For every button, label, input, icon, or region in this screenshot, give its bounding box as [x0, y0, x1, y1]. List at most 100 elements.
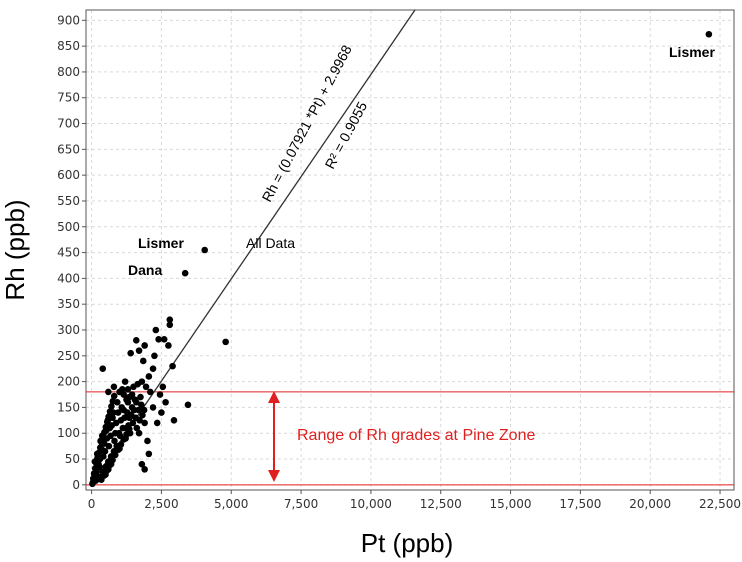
scatter-point [136, 417, 143, 424]
scatter-point [135, 429, 143, 437]
scatter-point [103, 418, 111, 426]
scatter-point [135, 347, 143, 354]
x-tick-label: 10,000 [350, 497, 392, 511]
y-tick-label: 750 [57, 91, 80, 105]
scatter-point [96, 444, 104, 451]
y-tick-label: 450 [57, 246, 80, 260]
x-tick-label: 12,500 [420, 497, 462, 511]
y-tick-label: 600 [57, 168, 80, 182]
plot-area-border [85, 9, 735, 491]
scatter-point [140, 406, 148, 414]
scatter-point [165, 342, 172, 349]
scatter-point [109, 456, 116, 464]
scatter-point [90, 470, 98, 477]
scatter-point [120, 391, 128, 398]
scatter-point [119, 386, 126, 393]
y-tick-label: 0 [72, 478, 80, 492]
annotation-all-data: All Data [246, 235, 295, 251]
y-tick-label: 350 [57, 297, 80, 311]
y-tick-label: 400 [57, 271, 80, 285]
range-lines [86, 391, 734, 486]
scatter-point [138, 460, 146, 468]
y-tick-label: 800 [57, 65, 80, 79]
x-tick-label: 15,000 [490, 497, 532, 511]
scatter-point [114, 409, 122, 416]
scatter-point [105, 388, 112, 396]
scatter-point [112, 451, 119, 459]
y-tick-label: 650 [57, 142, 80, 156]
scatter-point [120, 436, 128, 443]
x-tick-label: 7,500 [284, 497, 318, 511]
scatter-point [166, 321, 174, 329]
scatter-point [121, 414, 128, 422]
scatter-point [132, 398, 140, 406]
y-tick-label: 850 [57, 39, 80, 53]
x-tick-label: 22,500 [699, 497, 741, 511]
y-tick-label: 250 [57, 349, 80, 363]
scatter-point [93, 459, 100, 467]
scatter-point [184, 401, 192, 409]
scatter-point [102, 423, 110, 431]
y-tick-label: 550 [57, 194, 80, 208]
scatter-point [107, 432, 114, 440]
scatter-point [142, 383, 150, 391]
scatter-point [95, 449, 103, 457]
scatter-point [110, 383, 118, 391]
y-axis-title: Rh (ppb) [0, 199, 30, 300]
scatter-point [101, 428, 108, 436]
scatter-point [129, 419, 137, 427]
x-tick-label: 0 [88, 497, 96, 511]
scatter-point [123, 396, 130, 403]
scatter-point [114, 446, 122, 454]
scatter-point [166, 316, 174, 323]
y-axis-ticks: 0 50 100 150 200 250 300 350 400 450 500 550 600 650 7… [57, 13, 86, 492]
scatter-point [103, 467, 111, 474]
scatter-point [124, 386, 132, 393]
x-tick-label: 17,500 [559, 497, 601, 511]
scatter-point [106, 461, 114, 469]
scatter-point [94, 454, 101, 462]
scatter-point [156, 391, 164, 398]
scatter-point [141, 342, 148, 349]
x-tick-label: 5,000 [214, 497, 248, 511]
y-tick-label: 700 [57, 117, 80, 131]
scatter-point [155, 335, 162, 343]
scatter-point [100, 472, 108, 479]
scatter-point [121, 378, 129, 385]
scatter-point [169, 362, 176, 370]
scatter-point [152, 326, 160, 334]
scatter-point [201, 246, 209, 254]
x-tick-label: 2,500 [144, 497, 178, 511]
scatter-point [141, 419, 148, 427]
scatter-point [145, 450, 153, 458]
y-tick-label: 900 [57, 13, 80, 27]
y-tick-label: 200 [57, 375, 80, 389]
scatter-point [181, 269, 189, 277]
scatter-point [162, 398, 169, 406]
scatter-point [106, 408, 114, 415]
scatter-point [170, 417, 178, 424]
scatter-point [112, 419, 120, 427]
scatter-point [222, 338, 229, 346]
y-tick-label: 100 [57, 426, 80, 440]
y-tick-label: 150 [57, 400, 80, 414]
scatter-point [109, 397, 117, 405]
scatter-point [91, 465, 99, 472]
scatter-point [89, 480, 96, 488]
grid [86, 10, 734, 490]
scatter-point [149, 365, 157, 373]
scatter-point [89, 475, 97, 482]
scatter-point [135, 406, 142, 414]
annotation-dana: Dana [128, 262, 162, 278]
scatter-point [108, 403, 115, 410]
range-arrow-head-top [268, 391, 280, 403]
scatter-point [144, 437, 151, 445]
x-axis-ticks: 0 2,500 5,000 7,500 10,000 12,500 15,000 17,500… [88, 490, 741, 511]
scatter-point [139, 411, 146, 419]
scatter-point [125, 425, 133, 433]
annotation-lismer: Lismer [138, 235, 184, 251]
range-label: Range of Rh grades at Pine Zone [297, 427, 535, 444]
scatter-point [160, 335, 168, 343]
scatter-point [159, 383, 167, 391]
scatter-point [139, 357, 147, 365]
